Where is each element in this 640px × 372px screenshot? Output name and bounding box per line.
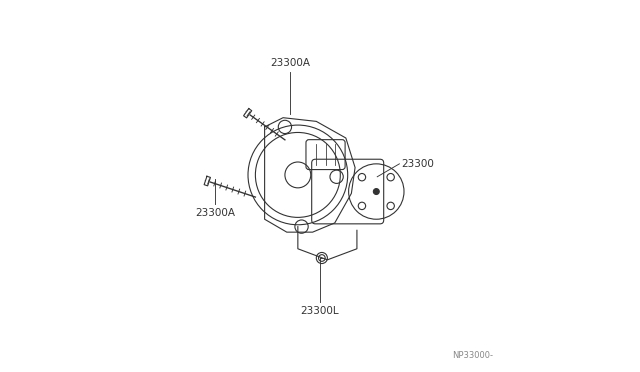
Text: 23300L: 23300L [301, 306, 339, 316]
Polygon shape [204, 176, 211, 186]
Text: 23300A: 23300A [195, 208, 235, 218]
Text: NP33000-: NP33000- [452, 350, 493, 359]
Text: 23300A: 23300A [271, 58, 310, 68]
Text: 23300: 23300 [401, 159, 434, 169]
Polygon shape [244, 109, 252, 118]
Circle shape [373, 189, 380, 195]
